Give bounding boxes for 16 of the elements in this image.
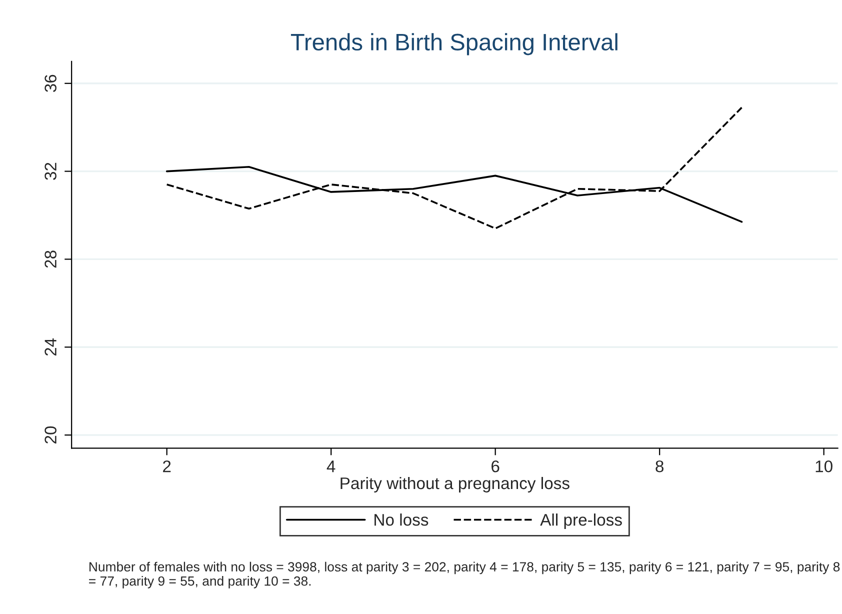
text: Number of females with no loss = 3998, loss at parity 3 = 202, parity 4 = 178, parity 5 = 135, parity 6 = 121, parity 7 = 95, parity 8 = 77, parity 9 = 55, and parity 10 = 38. <box>89 562 840 588</box>
x-tick-label: 10 <box>816 460 832 472</box>
y-tick-label: 20 <box>44 426 56 444</box>
chart-title: Trends in Birth Spacing Interval <box>290 33 618 56</box>
x-tick-label: 6 <box>492 460 500 472</box>
y-tick-label: 28 <box>44 250 56 268</box>
y-tick-label: 32 <box>44 162 56 180</box>
legend-label: All pre-loss <box>540 514 622 530</box>
x-tick-label: 8 <box>656 460 664 472</box>
legend-label: No loss <box>374 514 428 526</box>
x-axis-title: Parity without a pregnancy loss <box>340 476 570 492</box>
y-tick-label: 36 <box>44 74 56 92</box>
x-tick-label: 4 <box>326 460 336 472</box>
line-series <box>166 106 743 230</box>
x-tick-label: 2 <box>163 460 171 472</box>
y-tick-label: 24 <box>44 338 56 356</box>
